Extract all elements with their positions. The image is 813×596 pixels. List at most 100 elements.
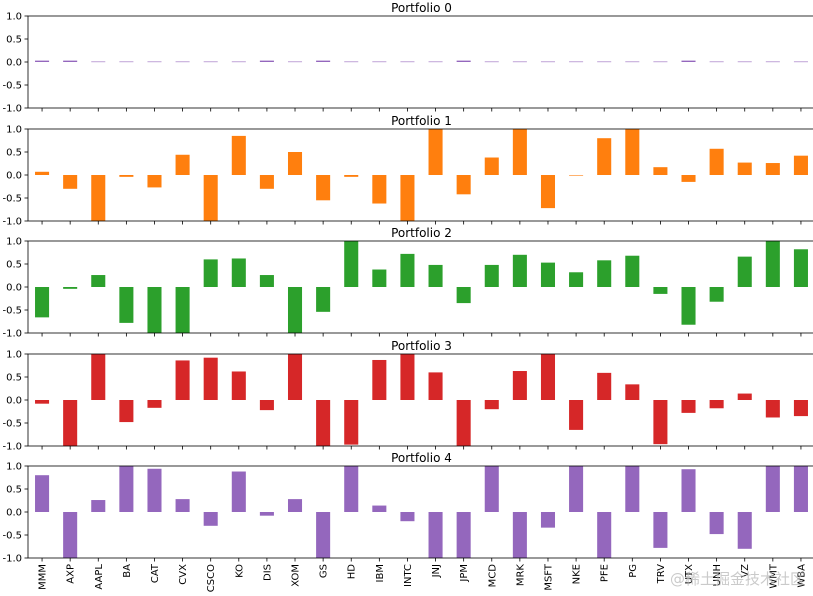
bar-aapl bbox=[91, 354, 106, 400]
x-tick-label-gs: GS bbox=[319, 564, 330, 578]
y-tick-label: 0.0 bbox=[6, 396, 22, 407]
bar-intc bbox=[400, 354, 415, 400]
bar-hd bbox=[344, 61, 359, 63]
bar-gs bbox=[316, 287, 331, 312]
bar-pfe bbox=[597, 61, 612, 63]
y-tick-label: -0.5 bbox=[2, 306, 22, 317]
y-tick-label: 1.0 bbox=[6, 462, 22, 473]
bar-aapl bbox=[91, 275, 106, 287]
x-tick-label-jnj: JNJ bbox=[431, 564, 442, 578]
y-tick-label: 0.5 bbox=[6, 148, 22, 159]
bar-mcd bbox=[484, 466, 499, 512]
x-tick-label-cat: CAT bbox=[150, 563, 161, 583]
panel-3: 1.0 0.5 0.0 -0.5 -1.0 Portfolio 3 bbox=[2, 339, 813, 453]
bar-dis bbox=[259, 275, 274, 287]
x-tick-label-mcd: MCD bbox=[487, 564, 498, 588]
y-tick-label: 0.5 bbox=[6, 373, 22, 384]
bar-mcd bbox=[484, 264, 499, 287]
bar-hd bbox=[344, 400, 359, 445]
bar-ibm bbox=[372, 505, 387, 512]
chart-panels: 1.0 0.5 0.0 -0.5 -1.0 Portfolio 0 1.0 0.5 0.0 -0.… bbox=[2, 1, 813, 565]
bar-wba bbox=[793, 61, 808, 63]
bar-unh bbox=[709, 400, 724, 409]
bar-mrk bbox=[512, 61, 527, 63]
panel-title: Portfolio 4 bbox=[391, 451, 452, 465]
bar-intc bbox=[400, 61, 415, 63]
bar-mrk bbox=[512, 371, 527, 400]
y-tick-label: -0.5 bbox=[2, 194, 22, 205]
bar-vz bbox=[737, 512, 752, 549]
bar-msft bbox=[540, 175, 556, 209]
bar-mrk bbox=[512, 512, 527, 558]
bar-aapl bbox=[91, 500, 106, 512]
y-tick-label: -1.0 bbox=[2, 329, 22, 340]
bar-cat bbox=[147, 61, 162, 63]
x-tick-label-pfe: PFE bbox=[600, 564, 611, 582]
bar-pfe bbox=[597, 138, 612, 175]
panel-title: Portfolio 2 bbox=[391, 226, 452, 240]
bar-ibm bbox=[372, 175, 387, 204]
bar-trv bbox=[653, 287, 668, 294]
bar-jpm bbox=[456, 175, 471, 195]
x-tick-label-cvx: CVX bbox=[178, 564, 189, 585]
y-tick-label: 0.0 bbox=[6, 58, 22, 69]
bar-jnj bbox=[428, 264, 443, 287]
bar-intc bbox=[400, 512, 415, 522]
bar-utx bbox=[681, 469, 696, 512]
bar-ko bbox=[231, 135, 246, 175]
bar-ko bbox=[231, 471, 246, 512]
bar-ba bbox=[119, 61, 134, 63]
bar-cvx bbox=[175, 499, 190, 512]
bar-vz bbox=[737, 162, 752, 175]
bar-jnj bbox=[428, 129, 443, 175]
bar-pg bbox=[625, 466, 640, 512]
y-tick-label: -0.5 bbox=[2, 419, 22, 430]
x-tick-label-pg: PG bbox=[628, 564, 639, 578]
bar-msft bbox=[540, 262, 556, 287]
bar-csco bbox=[203, 259, 218, 287]
bar-wmt bbox=[765, 400, 780, 418]
bar-utx bbox=[681, 400, 696, 413]
bar-pg bbox=[625, 255, 640, 287]
bar-trv bbox=[653, 400, 668, 445]
bar-nke bbox=[569, 272, 584, 287]
bar-mmm bbox=[35, 287, 50, 318]
bar-jnj bbox=[428, 512, 443, 558]
x-tick-label-csco: CSCO bbox=[206, 564, 217, 592]
bar-cvx bbox=[175, 287, 190, 333]
bar-dis bbox=[259, 512, 274, 516]
x-tick-label-trv: TRV bbox=[656, 564, 667, 585]
bar-intc bbox=[400, 253, 415, 287]
bar-dis bbox=[259, 175, 274, 189]
panel-title: Portfolio 0 bbox=[391, 1, 452, 15]
bar-gs bbox=[316, 400, 331, 446]
bar-mcd bbox=[484, 157, 499, 175]
y-tick-label: 1.0 bbox=[6, 237, 22, 248]
bar-cvx bbox=[175, 360, 190, 400]
bar-mmm bbox=[35, 475, 50, 512]
bar-unh bbox=[709, 512, 724, 535]
bar-cat bbox=[147, 400, 162, 408]
x-tick-label-wmt: WMT bbox=[768, 563, 779, 589]
y-tick-label: 0.0 bbox=[6, 171, 22, 182]
x-tick-label-hd: HD bbox=[347, 564, 358, 580]
bar-gs bbox=[316, 175, 331, 201]
bar-unh bbox=[709, 61, 724, 63]
bar-wmt bbox=[765, 163, 780, 175]
x-tick-label-msft: MSFT bbox=[543, 563, 554, 591]
x-axis-tick-labels: MMM AXP AAPL BA CAT CVX CSCO KO DIS XOM GS HD IBM INT… bbox=[38, 563, 808, 592]
y-tick-label: -1.0 bbox=[2, 217, 22, 228]
bar-wmt bbox=[765, 241, 780, 287]
bar-ba bbox=[119, 287, 134, 323]
y-tick-label: -1.0 bbox=[2, 442, 22, 453]
bar-wba bbox=[793, 466, 808, 512]
bar-trv bbox=[653, 167, 668, 175]
x-tick-label-intc: INTC bbox=[403, 564, 414, 587]
y-tick-label: 1.0 bbox=[6, 350, 22, 361]
bar-axp bbox=[63, 60, 78, 62]
bar-cat bbox=[147, 468, 162, 512]
panel-1: 1.0 0.5 0.0 -0.5 -1.0 Portfolio 1 bbox=[2, 114, 813, 228]
bar-jnj bbox=[428, 61, 443, 63]
x-tick-label-axp: AXP bbox=[66, 564, 77, 584]
bar-pg bbox=[625, 384, 640, 400]
